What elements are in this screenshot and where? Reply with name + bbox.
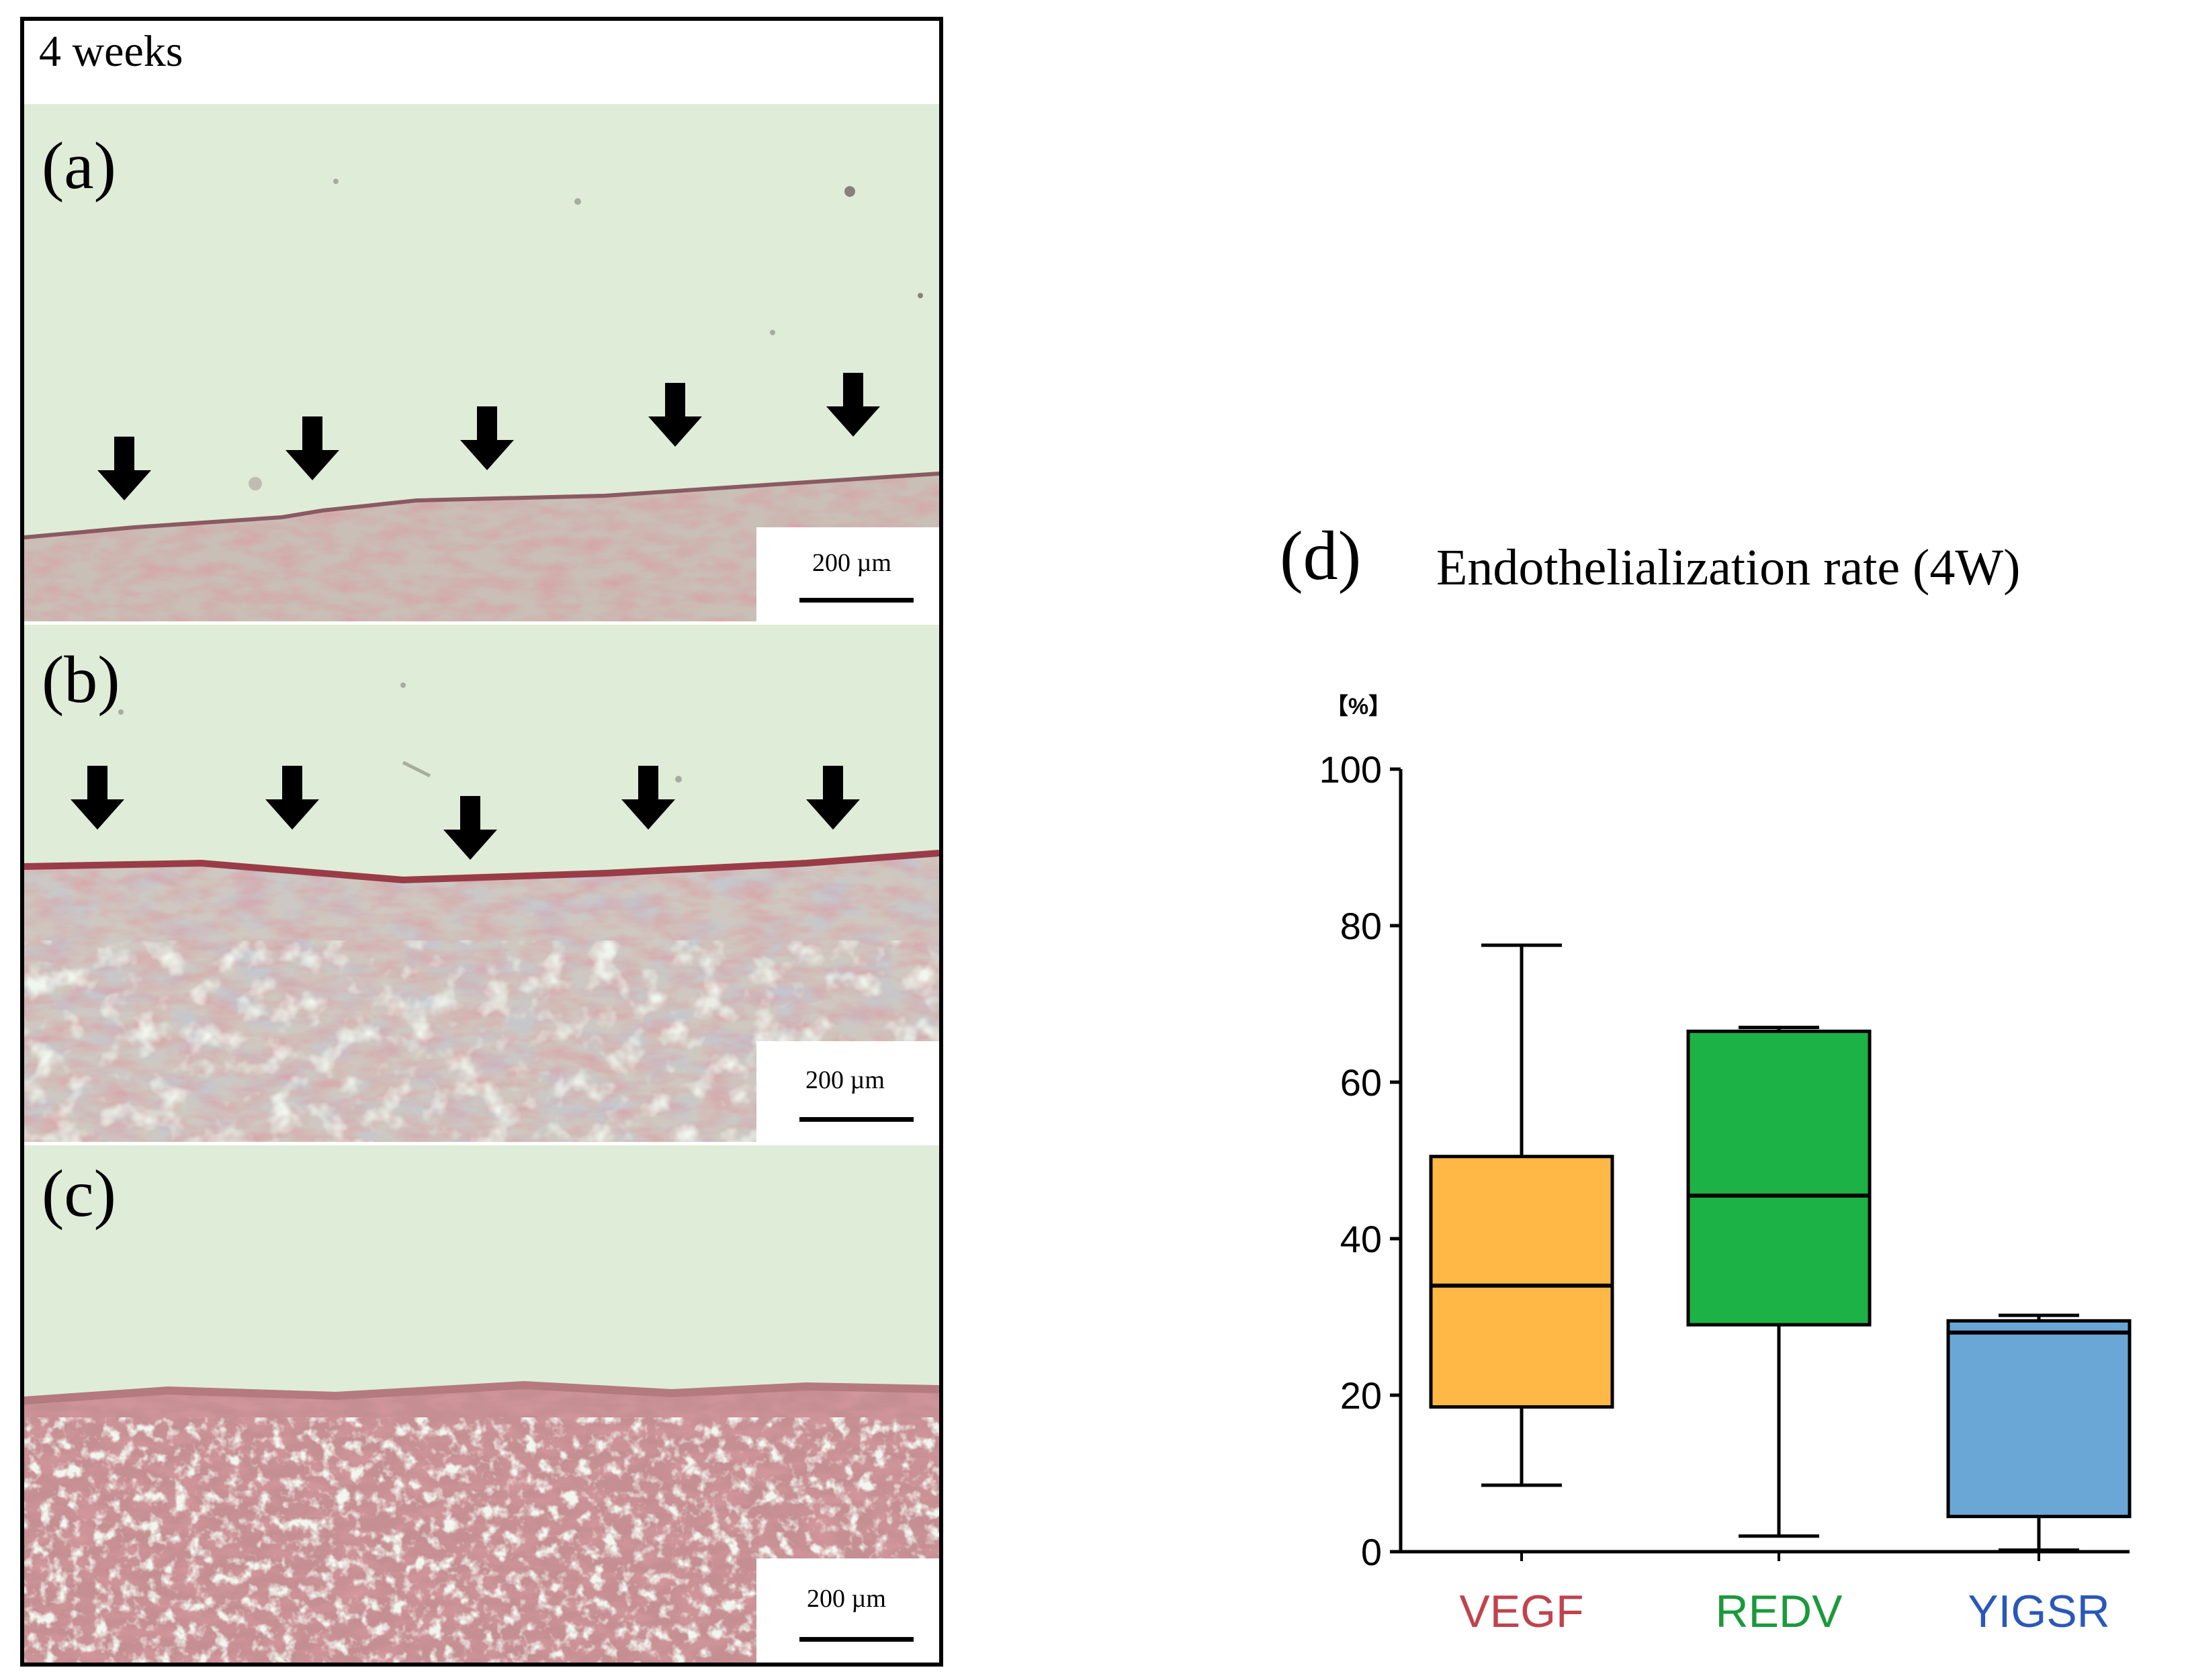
micrograph-b: 200 µm (b)	[24, 625, 939, 1142]
y-tick-label: 0	[1361, 1531, 1382, 1573]
arrow-icon	[806, 766, 860, 830]
box-plot: 0 20 40 60 80 100 VEGF REDV YIGSR	[1319, 748, 2132, 1637]
arrow-icon	[443, 796, 497, 860]
y-axis-unit-label: 【%】	[1325, 694, 1391, 719]
y-tick-label: 60	[1340, 1061, 1382, 1104]
scale-bar-a	[799, 598, 914, 603]
arrow-icon	[648, 383, 702, 447]
y-tick-label: 80	[1340, 905, 1382, 947]
arrow-icon	[71, 766, 124, 830]
y-tick-label: 20	[1340, 1374, 1382, 1417]
micrograph-a: 200 µm (a)	[24, 104, 939, 621]
scale-bar-b	[799, 1117, 914, 1122]
chart-title: Endothelialization rate (4W)	[1436, 539, 2020, 596]
micrograph-panel: 4 weeks	[20, 17, 943, 1667]
y-tick-label: 100	[1319, 748, 1382, 791]
timepoint-label: 4 weeks	[39, 27, 183, 76]
micrograph-c: 200 µm (c)	[24, 1145, 939, 1663]
arrow-indicators-b	[71, 766, 860, 860]
x-category-label: YIGSR	[1968, 1586, 2110, 1637]
y-tick-label: 40	[1340, 1218, 1382, 1260]
box-yigsr	[1946, 1319, 2132, 1519]
arrow-icon	[97, 437, 151, 500]
panel-label-b: (b)	[42, 642, 120, 717]
x-category-label: REDV	[1716, 1586, 1843, 1637]
chart-panel: (d) Endothelialization rate (4W) 【%】 0 20…	[1280, 517, 2132, 1637]
scale-bar-label-c: 200 µm	[807, 1585, 886, 1613]
arrow-icon	[265, 766, 319, 830]
panel-label-d: (d)	[1280, 517, 1361, 594]
arrow-icon	[460, 406, 514, 470]
panel-label-c: (c)	[42, 1156, 116, 1231]
x-category-label: VEGF	[1459, 1586, 1583, 1637]
arrow-indicators-a	[97, 373, 880, 500]
scale-bar-box	[756, 1041, 939, 1142]
box-redv	[1686, 1029, 1872, 1327]
scale-bar-box	[756, 1558, 939, 1663]
scale-bar-label-b: 200 µm	[805, 1066, 885, 1094]
panel-label-a: (a)	[42, 128, 116, 203]
scale-bar-box	[756, 527, 939, 621]
arrow-icon	[826, 373, 880, 437]
scale-bar-c	[799, 1637, 914, 1642]
scale-bar-label-a: 200 µm	[812, 549, 891, 577]
box-vegf	[1429, 1155, 1614, 1409]
arrow-icon	[621, 766, 675, 830]
arrow-icon	[286, 416, 339, 480]
